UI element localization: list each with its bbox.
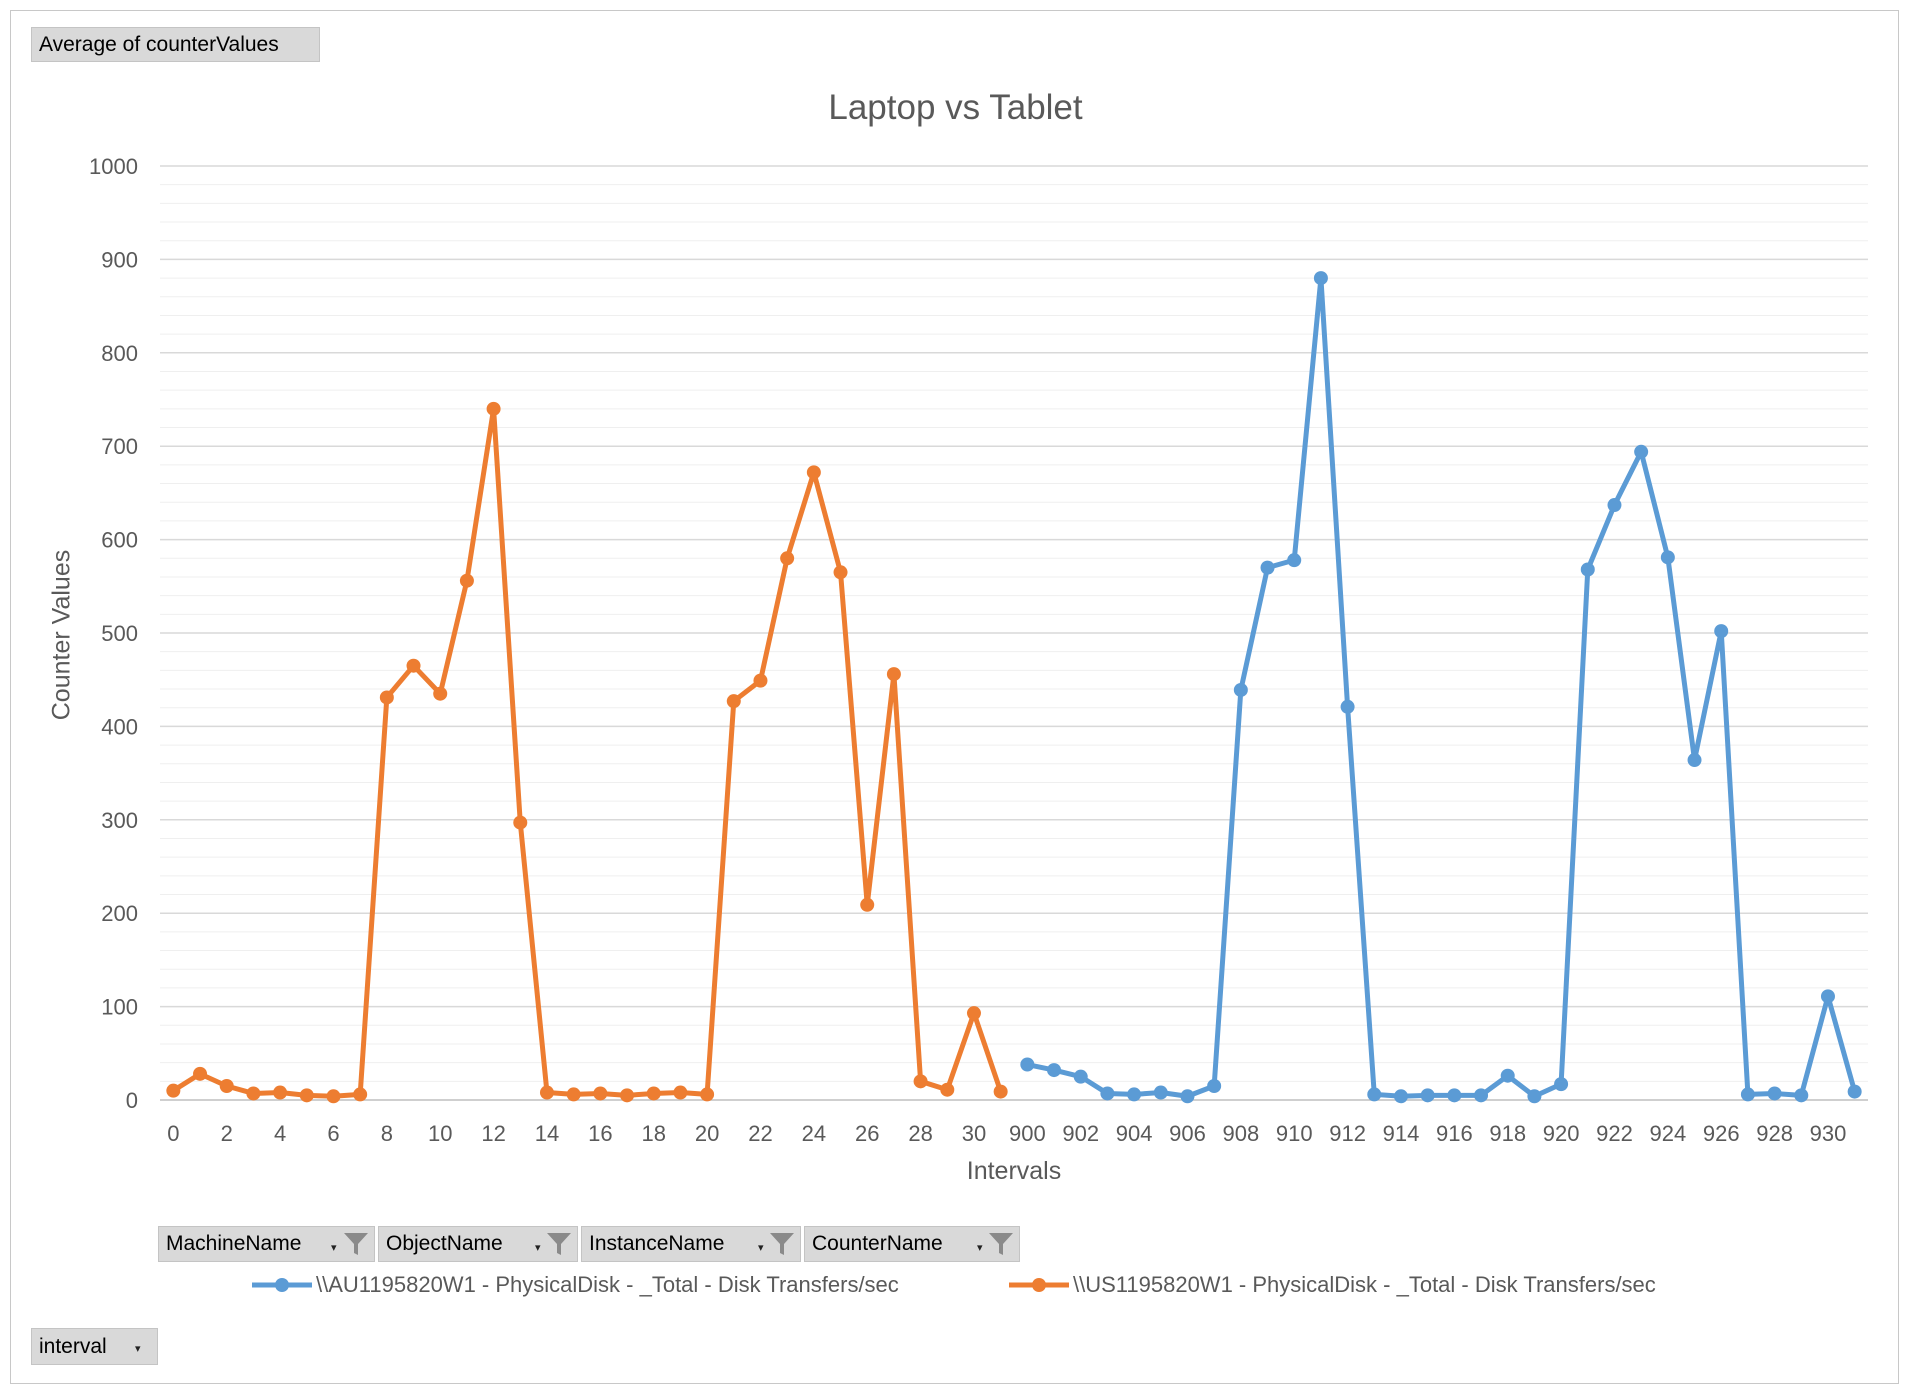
dropdown-arrow-icon: ▾ <box>977 1242 983 1254</box>
filter-button-objectname[interactable]: ObjectName ▾ <box>378 1226 578 1262</box>
filter-button-countername[interactable]: CounterName ▾ <box>804 1226 1020 1262</box>
filter-icon <box>547 1233 571 1255</box>
values-field-label: Average of counterValues <box>39 32 279 56</box>
filter-label-instancename: InstanceName <box>589 1232 725 1255</box>
filter-button-machinename[interactable]: MachineName ▾ <box>158 1226 375 1262</box>
legend-marker-orange <box>1009 1278 1069 1292</box>
chart-title: Laptop vs Tablet <box>828 88 1083 127</box>
dropdown-arrow-icon: ▾ <box>758 1242 764 1254</box>
legend-marker-blue <box>252 1278 312 1292</box>
values-field-button[interactable]: Average of counterValues <box>31 27 320 62</box>
filter-icon <box>989 1233 1013 1255</box>
dropdown-arrow-icon: ▾ <box>331 1242 337 1254</box>
axis-field-label: interval <box>39 1334 107 1358</box>
filter-label-objectname: ObjectName <box>386 1232 503 1255</box>
legend-item-us1195820w1: \\US1195820W1 - PhysicalDisk - _Total - … <box>1009 1272 1656 1298</box>
x-axis-title: Intervals <box>966 1157 1062 1185</box>
legend-label-au1195820w1: \\AU1195820W1 - PhysicalDisk - _Total - … <box>316 1272 899 1297</box>
legend-item-au1195820w1: \\AU1195820W1 - PhysicalDisk - _Total - … <box>252 1272 899 1298</box>
y-axis-title: Counter Values <box>47 549 76 721</box>
dropdown-arrow-icon: ▾ <box>135 1343 141 1355</box>
filter-icon <box>770 1233 794 1255</box>
legend-label-us1195820w1: \\US1195820W1 - PhysicalDisk - _Total - … <box>1073 1272 1656 1297</box>
filter-label-countername: CounterName <box>812 1232 943 1255</box>
axis-field-button[interactable]: interval ▾ <box>31 1328 158 1365</box>
filter-icon <box>344 1233 368 1255</box>
dropdown-arrow-icon: ▾ <box>535 1242 541 1254</box>
filter-label-machinename: MachineName <box>166 1232 302 1255</box>
filter-button-instancename[interactable]: InstanceName ▾ <box>581 1226 801 1262</box>
